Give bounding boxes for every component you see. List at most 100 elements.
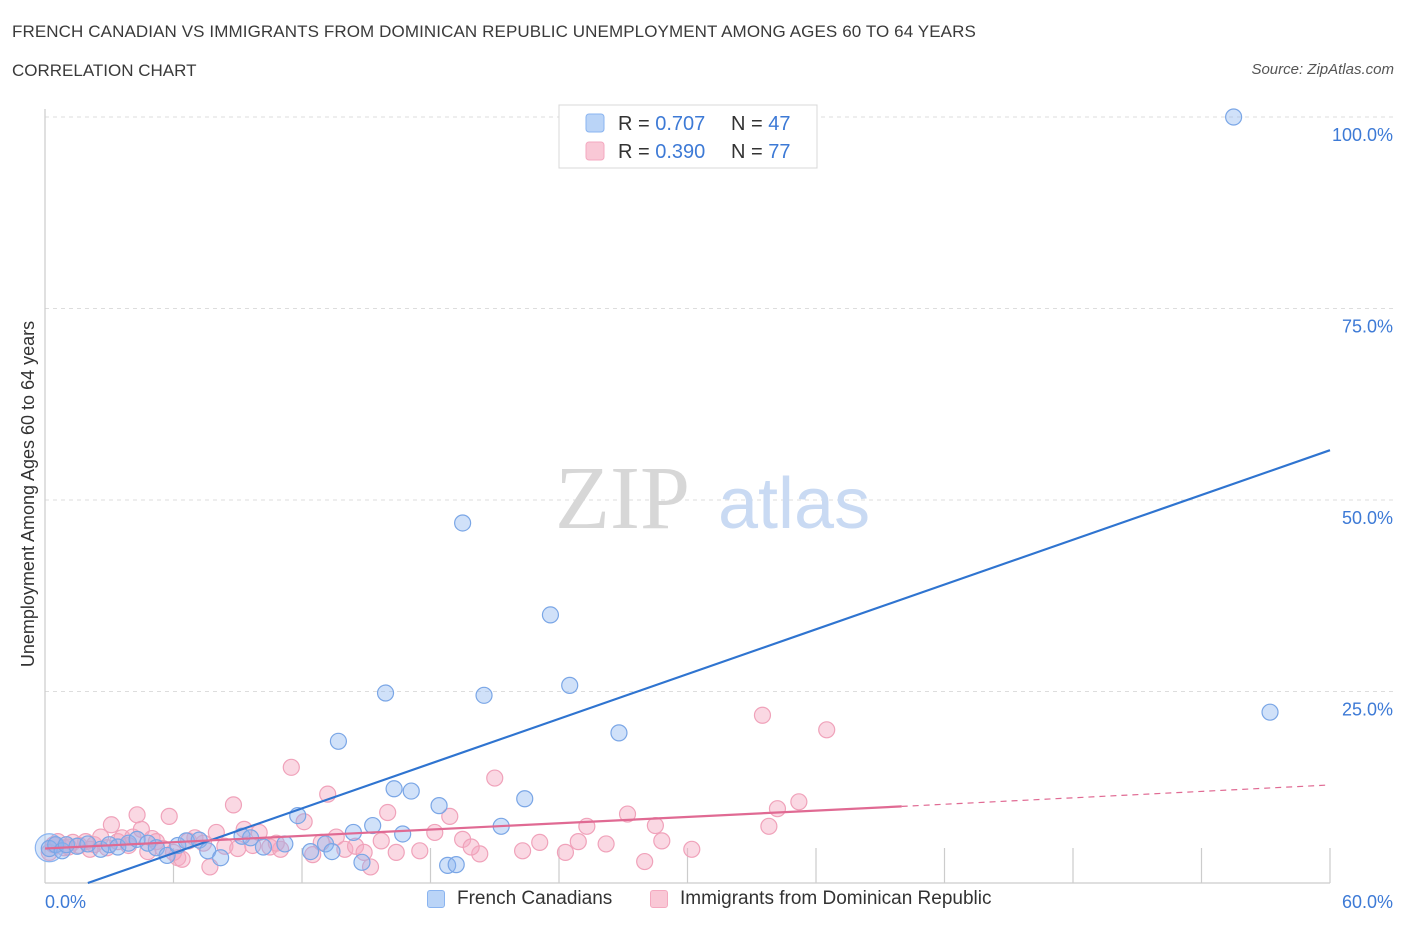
- y-tick-label: 50.0%: [1342, 508, 1393, 528]
- series-french-canadian-points: [34, 108, 1279, 874]
- trendline-dominican: [44, 805, 902, 850]
- stats-n-value-1: 47: [768, 113, 790, 135]
- y-tick-label: 75.0%: [1342, 317, 1393, 337]
- point-dominican: [336, 840, 354, 858]
- point-dominican: [818, 721, 836, 739]
- point-french-canadian: [212, 849, 230, 867]
- x-tick-label-end: 60.0%: [1342, 892, 1393, 912]
- point-dominican: [556, 843, 575, 861]
- point-dominican: [441, 807, 459, 825]
- stats-r-label-2: R =: [618, 141, 655, 163]
- chart-subtitle: CORRELATION CHART: [12, 61, 197, 80]
- point-french-canadian: [329, 732, 348, 750]
- trendlines: [44, 449, 1331, 885]
- legend-item-french-canadians: French Canadians: [427, 888, 612, 910]
- point-french-canadian: [376, 684, 395, 702]
- legend-item-dominican: Immigrants from Dominican Republic: [650, 888, 992, 910]
- point-dominican: [304, 846, 322, 864]
- point-dominican: [426, 823, 444, 842]
- stats-r-value-1: 0.707: [655, 113, 705, 135]
- y-tick-label: 100.0%: [1332, 125, 1393, 145]
- point-french-canadian: [79, 835, 97, 853]
- point-dominican: [224, 796, 243, 814]
- legend-label-dominican: Immigrants from Dominican Republic: [680, 888, 992, 909]
- point-dominican: [102, 816, 120, 834]
- point-french-canadian: [353, 853, 371, 871]
- stats-legend-swatch-blue: [585, 113, 605, 133]
- point-dominican: [753, 706, 772, 724]
- point-french-canadian: [516, 790, 534, 808]
- point-french-canadian: [254, 838, 273, 856]
- svg-text:R = 0.390: R = 0.390: [618, 141, 705, 163]
- stats-legend-swatch-pink: [585, 141, 605, 161]
- svg-text:N = 77: N = 77: [731, 141, 791, 163]
- point-french-canadian: [475, 686, 493, 704]
- stats-n-label-1: N =: [731, 113, 768, 135]
- point-french-canadian: [561, 676, 579, 694]
- point-dominican: [346, 837, 365, 855]
- point-french-canadian: [385, 780, 403, 798]
- stats-legend: R = 0.707 N = 47 R = 0.390 N = 77: [558, 104, 818, 169]
- stats-r-value-2: 0.390: [655, 141, 705, 163]
- point-dominican: [618, 805, 637, 823]
- point-french-canadian: [610, 724, 628, 742]
- trendline-dominican-extension: [901, 784, 1331, 807]
- point-french-canadian: [430, 797, 448, 815]
- point-dominican: [486, 769, 504, 787]
- point-french-canadian: [394, 825, 412, 843]
- point-dominican: [160, 807, 178, 825]
- point-french-canadian: [447, 856, 465, 874]
- stats-n-value-2: 77: [768, 141, 790, 163]
- watermark-zip: ZIP: [555, 449, 690, 548]
- point-french-canadian: [276, 835, 294, 853]
- point-dominican: [282, 758, 300, 776]
- point-dominican: [768, 800, 787, 818]
- point-dominican: [372, 832, 390, 850]
- point-dominican: [597, 835, 615, 853]
- point-dominican: [646, 816, 664, 835]
- chart-title: FRENCH CANADIAN VS IMMIGRANTS FROM DOMIN…: [12, 22, 976, 41]
- y-axis-label: Unemployment Among Ages 60 to 64 years: [18, 321, 38, 667]
- legend-swatch-blue: [427, 890, 445, 908]
- point-dominican: [513, 842, 532, 860]
- stats-r-label-1: R =: [618, 113, 655, 135]
- point-dominican: [760, 817, 778, 835]
- point-dominican: [636, 852, 654, 871]
- point-dominican: [790, 793, 808, 811]
- y-tick-label: 25.0%: [1342, 700, 1393, 720]
- point-french-canadian: [439, 856, 457, 874]
- point-french-canadian: [323, 842, 341, 861]
- point-dominican: [411, 842, 429, 860]
- source-credit: Source: ZipAtlas.com: [1251, 61, 1394, 78]
- point-dominican: [379, 803, 397, 822]
- gridlines: [45, 116, 1393, 692]
- point-dominican: [295, 813, 313, 831]
- point-french-canadian: [109, 838, 127, 856]
- point-french-canadian: [301, 842, 320, 861]
- point-dominican: [531, 833, 549, 852]
- point-dominican: [387, 843, 405, 861]
- point-french-canadian: [1225, 108, 1243, 126]
- point-dominican: [267, 834, 285, 852]
- point-french-canadian: [1261, 703, 1279, 721]
- legend-label-french-canadians: French Canadians: [457, 888, 613, 909]
- point-french-canadian: [402, 782, 420, 800]
- point-dominican: [569, 833, 587, 851]
- trendline-french-canadians: [87, 449, 1331, 885]
- svg-text:N = 47: N = 47: [731, 113, 791, 135]
- point-dominican: [471, 845, 489, 863]
- x-tick-label-start: 0.0%: [45, 892, 86, 912]
- point-dominican: [683, 840, 701, 858]
- point-french-canadian: [364, 816, 382, 835]
- stats-n-label-2: N =: [731, 141, 768, 163]
- legend-swatch-pink: [650, 890, 668, 908]
- point-dominican: [462, 838, 480, 856]
- watermark-atlas: atlas: [718, 464, 870, 544]
- tick-labels: 25.0% 50.0% 75.0% 100.0% 0.0% 60.0%: [45, 125, 1393, 912]
- point-french-canadian: [454, 514, 472, 532]
- watermark: ZIP atlas: [555, 449, 870, 548]
- point-dominican: [653, 832, 671, 850]
- bottom-legend: French Canadians Immigrants from Dominic…: [0, 888, 1406, 918]
- point-french-canadian: [541, 606, 560, 624]
